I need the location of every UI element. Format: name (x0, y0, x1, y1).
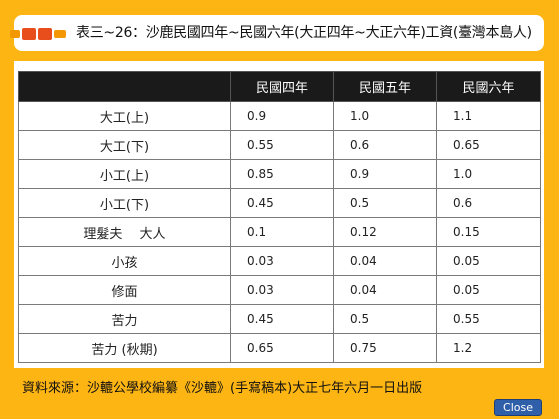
title-bar: 表三~26：沙鹿民國四年~民國六年(大正四年~大正六年)工資(臺灣本島人) (10, 15, 544, 51)
table-row: 苦力 (秋期) 0.65 0.75 1.2 (18, 333, 541, 363)
cell-value: 0.6 (333, 130, 437, 160)
table-row: 苦力 0.45 0.5 0.55 (18, 304, 541, 334)
table-row: 大工(下) 0.55 0.6 0.65 (18, 130, 541, 160)
table-row: 小工(下) 0.45 0.5 0.6 (18, 188, 541, 218)
row-label: 小工(下) (18, 188, 231, 218)
cell-value: 0.12 (333, 217, 437, 247)
page-title: 表三~26：沙鹿民國四年~民國六年(大正四年~大正六年)工資(臺灣本島人) (76, 25, 532, 41)
row-label: 苦力 (18, 304, 231, 334)
source-note: 資料來源：沙轆公學校編纂《沙轆》(手寫稿本)大正七年六月一日出版 (22, 381, 423, 396)
cell-value: 0.15 (436, 217, 541, 247)
cell-value: 0.5 (333, 304, 437, 334)
cell-value: 0.03 (230, 275, 334, 305)
cell-value: 0.6 (436, 188, 541, 218)
row-label: 小孩 (18, 246, 231, 276)
table-row: 修面 0.03 0.04 0.05 (18, 275, 541, 305)
cell-value: 0.65 (230, 333, 334, 363)
cell-value: 0.05 (436, 246, 541, 276)
cell-value: 0.9 (230, 101, 334, 131)
title-decoration-icon (10, 28, 66, 40)
cell-value: 0.04 (333, 246, 437, 276)
close-button[interactable]: Close (494, 399, 542, 416)
cell-value: 1.2 (436, 333, 541, 363)
cell-value: 0.9 (333, 159, 437, 189)
cell-value: 0.65 (436, 130, 541, 160)
cell-value: 1.0 (436, 159, 541, 189)
table-row: 理髮夫 大人 0.1 0.12 0.15 (18, 217, 541, 247)
header-year-6: 民國六年 (436, 71, 541, 102)
cell-value: 0.55 (230, 130, 334, 160)
cell-value: 0.75 (333, 333, 437, 363)
cell-value: 0.03 (230, 246, 334, 276)
cell-value: 0.55 (436, 304, 541, 334)
table-row: 小孩 0.03 0.04 0.05 (18, 246, 541, 276)
cell-value: 1.0 (333, 101, 437, 131)
header-year-4: 民國四年 (230, 71, 334, 102)
header-corner (18, 71, 231, 102)
table-row: 小工(上) 0.85 0.9 1.0 (18, 159, 541, 189)
cell-value: 1.1 (436, 101, 541, 131)
cell-value: 0.45 (230, 304, 334, 334)
row-label: 修面 (18, 275, 231, 305)
row-label: 大工(上) (18, 101, 231, 131)
cell-value: 0.85 (230, 159, 334, 189)
row-label: 理髮夫 大人 (18, 217, 231, 247)
cell-value: 0.5 (333, 188, 437, 218)
cell-value: 0.05 (436, 275, 541, 305)
header-year-5: 民國五年 (333, 71, 437, 102)
row-label: 小工(上) (18, 159, 231, 189)
cell-value: 0.45 (230, 188, 334, 218)
cell-value: 0.04 (333, 275, 437, 305)
row-label: 苦力 (秋期) (18, 333, 231, 363)
table-row: 大工(上) 0.9 1.0 1.1 (18, 101, 541, 131)
wage-table: 民國四年 民國五年 民國六年 大工(上) 0.9 1.0 1.1 大工(下) 0… (18, 71, 541, 363)
table-panel: 民國四年 民國五年 民國六年 大工(上) 0.9 1.0 1.1 大工(下) 0… (14, 61, 544, 368)
row-label: 大工(下) (18, 130, 231, 160)
cell-value: 0.1 (230, 217, 334, 247)
table-header-row: 民國四年 民國五年 民國六年 (18, 71, 541, 102)
